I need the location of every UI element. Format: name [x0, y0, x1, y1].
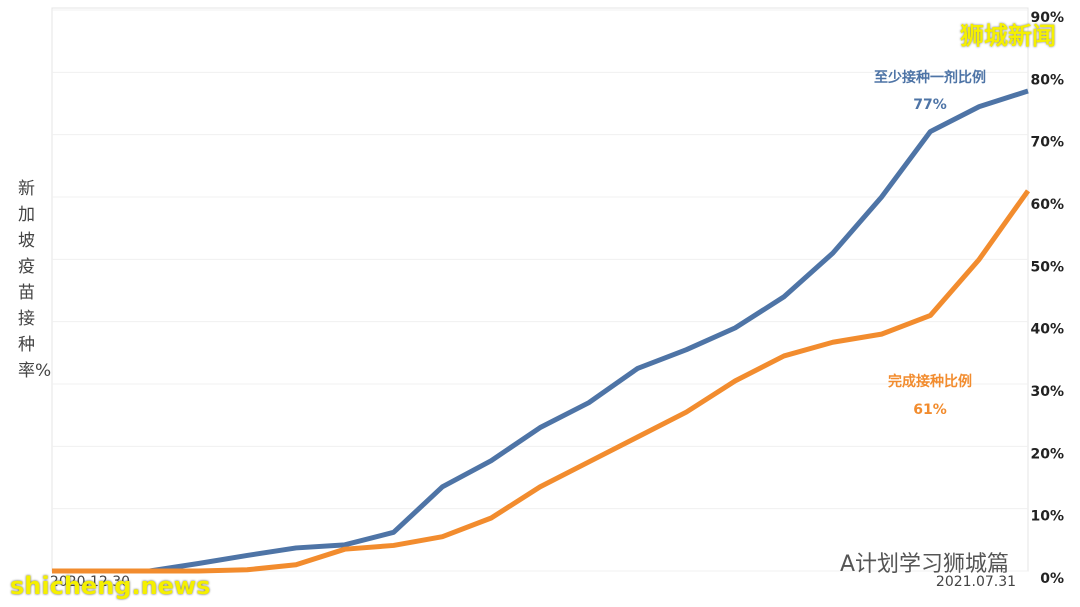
- y-tick-label: 30%: [1030, 384, 1064, 400]
- y-tick-label: 10%: [1030, 509, 1064, 525]
- y-tick-label: 70%: [1030, 135, 1064, 151]
- y-tick-label: 0%: [1040, 571, 1064, 587]
- x-tick-label: 2021.07.31: [936, 574, 1016, 590]
- y-tick-label: 40%: [1030, 322, 1064, 338]
- watermark: 狮城新闻: [960, 22, 1056, 50]
- legend-label: 完成接种比例: [888, 373, 972, 390]
- y-tick-label: 50%: [1030, 259, 1064, 275]
- legend-label: 至少接种一剂比例: [874, 69, 986, 86]
- x-tick-label: 2020.12.30: [50, 574, 130, 590]
- end-value-label: 77%: [913, 97, 947, 113]
- end-value-label: 61%: [913, 402, 947, 418]
- y-axis-label: 新加坡疫苗接种率%: [18, 179, 52, 381]
- series-line: [52, 88, 1029, 574]
- y-tick-label: 90%: [1030, 10, 1064, 26]
- y-tick-label: 80%: [1030, 72, 1064, 88]
- series-line: [52, 189, 1031, 574]
- y-tick-label: 60%: [1030, 197, 1064, 213]
- y-tick-label: 20%: [1030, 446, 1064, 462]
- watermark: A计划学习狮城篇: [840, 552, 1010, 577]
- watermark: shicheng.news: [10, 572, 211, 600]
